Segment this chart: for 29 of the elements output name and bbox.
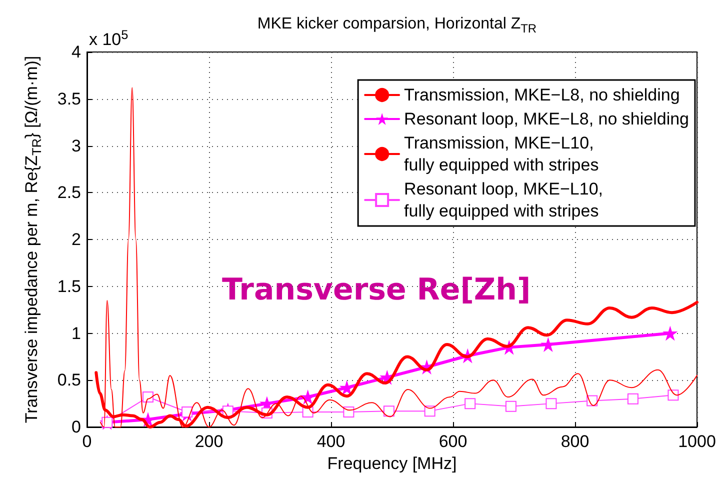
x-tick-label: 600 — [438, 432, 468, 451]
y-tick-label: 0.5 — [57, 370, 81, 390]
y-tick-label: 0 — [72, 418, 81, 436]
point — [182, 406, 193, 418]
point — [546, 398, 557, 410]
x-tick-label: 200 — [194, 432, 224, 451]
point — [662, 326, 678, 341]
point — [668, 390, 679, 401]
legend-label: Resonant loop, MKE−L8, no shielding — [404, 110, 690, 128]
y-tick-label: 3 — [72, 136, 81, 156]
legend-label: Transmission, MKE−L8, no shielding — [404, 86, 680, 104]
point — [464, 398, 476, 410]
y-tick-label: 4 — [72, 42, 81, 62]
point — [505, 400, 516, 412]
y-tick-label: 2 — [72, 230, 81, 249]
annotation: Transverse Re[Zh] — [222, 272, 531, 308]
y-tick-label: 3.5 — [57, 89, 81, 108]
y-tick-label: 1 — [72, 324, 81, 343]
legend-label: Resonant loop, MKE−L10, fully equipped with stripes — [404, 180, 603, 220]
x-tick-label: 400 — [316, 432, 346, 451]
y-axis-title: Transverse impedance per m, Re{ZTR} [Ω/(m·m)] — [22, 56, 44, 424]
y-tick-label: 2.5 — [57, 183, 81, 202]
point — [383, 406, 394, 417]
y-tick-label: 1.5 — [57, 276, 81, 296]
point — [627, 393, 638, 404]
x-tick-label: 1000 — [678, 432, 716, 451]
legend-label: Transmission, MKE−L10, fully equipped with stripes — [404, 134, 599, 174]
x-tick-label: 800 — [560, 432, 590, 451]
x-axis-title: Frequency [MHz] — [327, 454, 457, 473]
